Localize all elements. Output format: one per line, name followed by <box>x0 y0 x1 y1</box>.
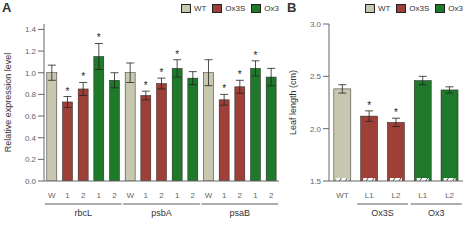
html-text:Ox3S: Ox3S <box>409 4 430 13</box>
svg-text:0.4: 0.4 <box>25 134 37 143</box>
svg-text:2: 2 <box>81 191 86 200</box>
svg-text:rbcL: rbcL <box>74 208 92 218</box>
svg-text:Relative expression level: Relative expression level <box>8 53 13 153</box>
svg-text:L2: L2 <box>392 191 401 200</box>
svg-text:1.2: 1.2 <box>25 47 37 56</box>
svg-text:*: * <box>66 86 70 97</box>
svg-text:W: W <box>205 191 213 200</box>
svg-text:0.8: 0.8 <box>25 90 37 99</box>
svg-text:2: 2 <box>269 191 274 200</box>
svg-text:*: * <box>254 50 258 61</box>
svg-text:*: * <box>144 80 148 91</box>
svg-text:*: * <box>175 49 179 60</box>
svg-text:0.6: 0.6 <box>25 112 37 121</box>
svg-text:*: * <box>160 67 164 78</box>
html-text:B: B <box>287 0 297 15</box>
svg-text:2.5: 2.5 <box>310 72 322 81</box>
svg-text:*: * <box>222 83 226 94</box>
svg-text:L1: L1 <box>365 191 374 200</box>
svg-text:Ox3S: Ox3S <box>371 208 394 218</box>
svg-text:2: 2 <box>238 191 243 200</box>
svg-text:psbA: psbA <box>151 208 172 218</box>
svg-text:2: 2 <box>191 191 196 200</box>
svg-text:W: W <box>48 191 56 200</box>
svg-text:2: 2 <box>112 191 117 200</box>
html-text:Ox3: Ox3 <box>448 4 463 13</box>
svg-text:2.0: 2.0 <box>310 125 322 134</box>
svg-text:1: 1 <box>175 191 180 200</box>
svg-text:*: * <box>81 71 85 82</box>
svg-text:W: W <box>126 191 134 200</box>
svg-text:3.0: 3.0 <box>310 20 322 29</box>
html-text:A: A <box>2 0 12 15</box>
html-text:WT: WT <box>377 4 391 13</box>
html-text:WT: WT <box>193 4 207 13</box>
svg-text:2: 2 <box>159 191 164 200</box>
svg-text:0.2: 0.2 <box>25 155 37 164</box>
svg-text:1.4: 1.4 <box>25 25 37 34</box>
svg-text:L2: L2 <box>445 191 454 200</box>
html-text:Ox3: Ox3 <box>264 4 279 13</box>
svg-text:*: * <box>238 69 242 80</box>
svg-text:0.0: 0.0 <box>25 177 37 186</box>
svg-text:1.5: 1.5 <box>310 177 322 186</box>
svg-text:Ox3: Ox3 <box>428 208 445 218</box>
svg-text:1: 1 <box>97 191 102 200</box>
svg-text:WT: WT <box>336 191 349 200</box>
svg-text:1: 1 <box>222 191 227 200</box>
svg-text:1: 1 <box>144 191 149 200</box>
svg-text:*: * <box>367 100 371 111</box>
svg-text:1: 1 <box>65 191 70 200</box>
svg-text:*: * <box>394 107 398 118</box>
svg-text:psaB: psaB <box>230 208 251 218</box>
svg-text:*: * <box>97 32 101 43</box>
svg-text:Leaf length (cm): Leaf length (cm) <box>288 70 298 135</box>
html-text:Ox3S: Ox3S <box>225 4 246 13</box>
svg-text:1: 1 <box>253 191 258 200</box>
svg-text:L1: L1 <box>418 191 427 200</box>
svg-text:1.0: 1.0 <box>25 69 37 78</box>
